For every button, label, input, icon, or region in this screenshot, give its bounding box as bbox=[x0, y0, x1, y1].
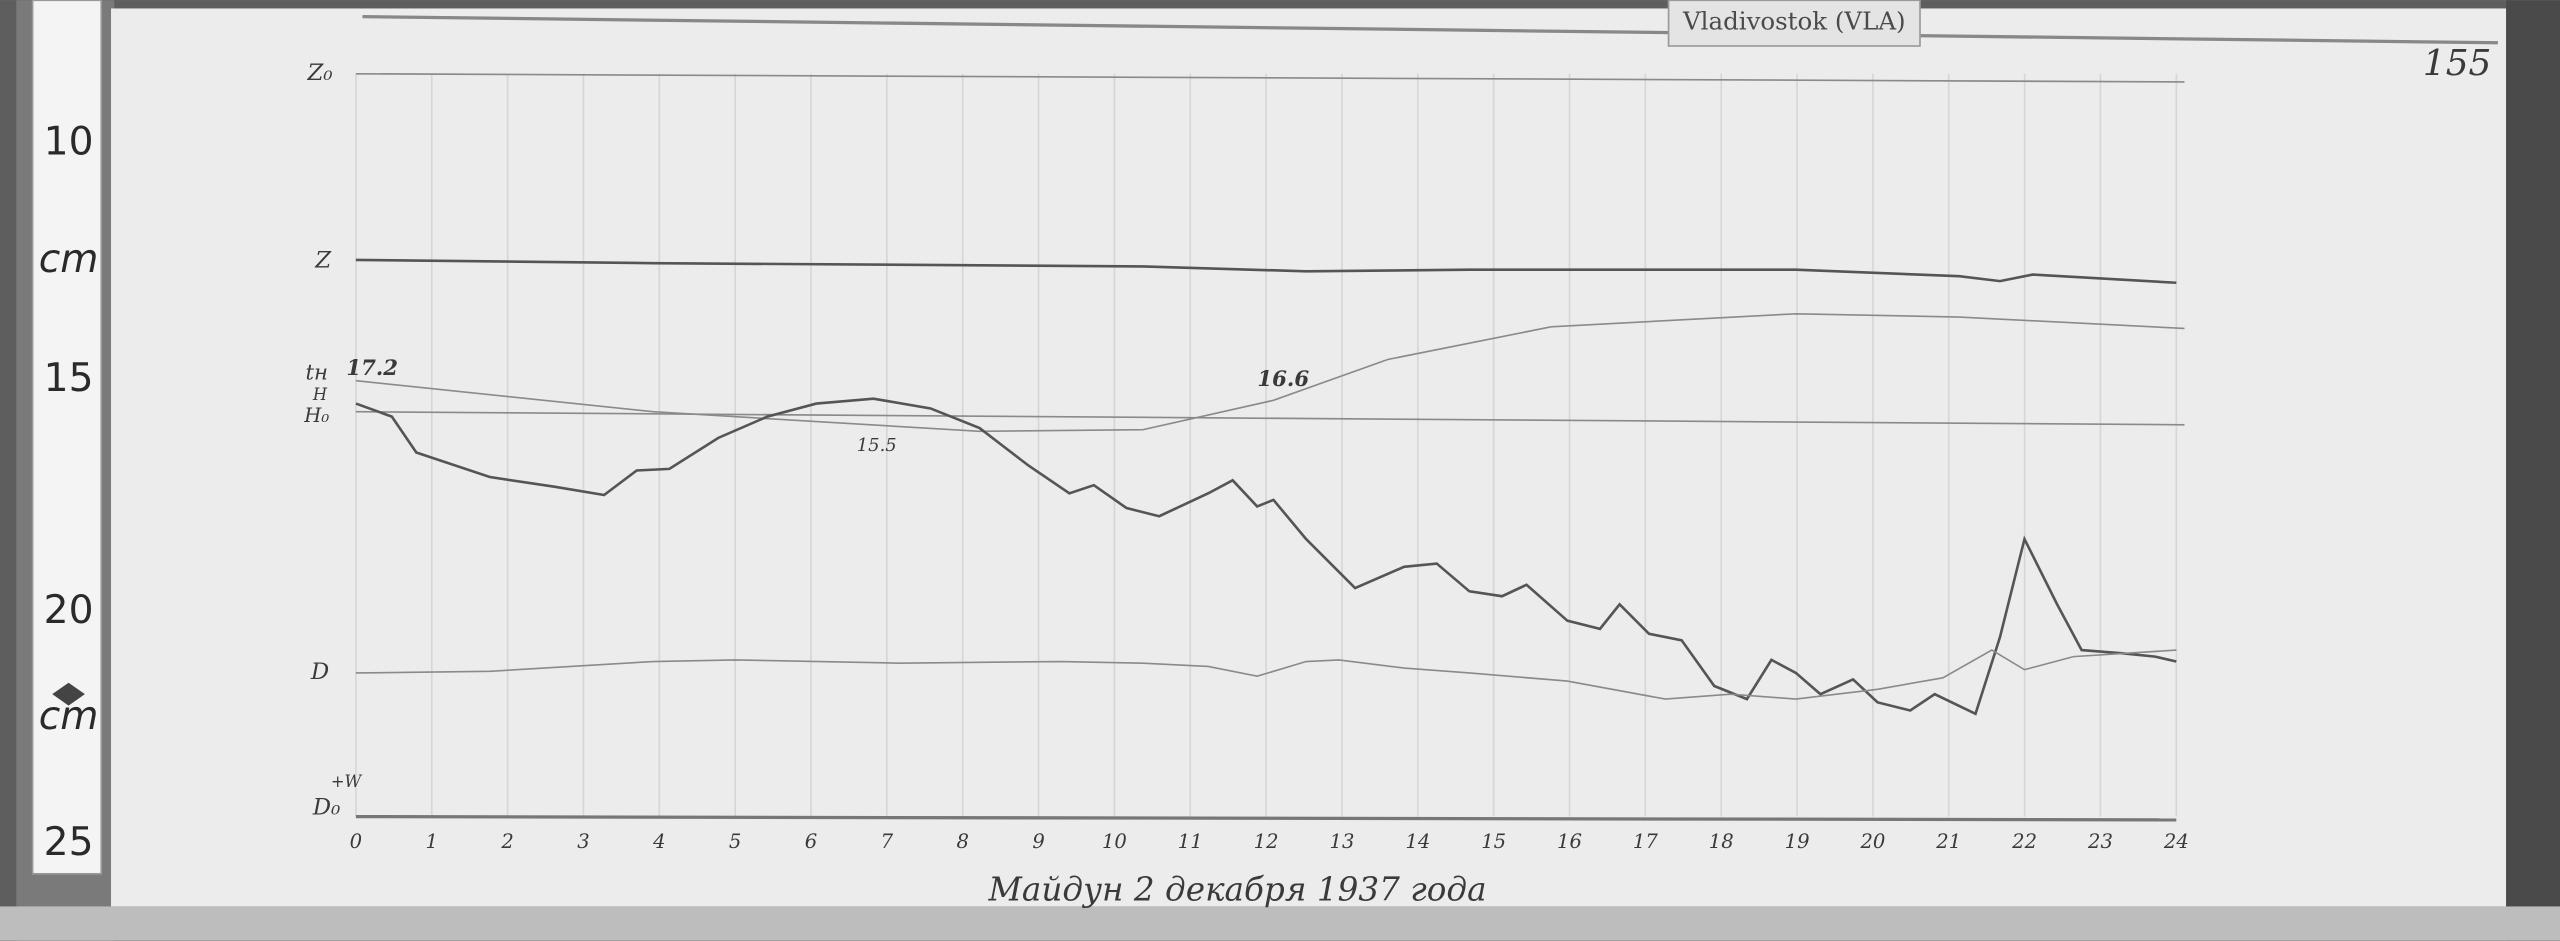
hour-label: 3 bbox=[577, 830, 589, 853]
hour-label: 0 bbox=[350, 830, 362, 853]
hour-label: 8 bbox=[956, 830, 968, 853]
annotation: 15.5 bbox=[857, 435, 897, 456]
trace-label: tн bbox=[305, 361, 328, 386]
hour-label: 4 bbox=[652, 830, 665, 853]
hour-label: 6 bbox=[805, 830, 817, 853]
hour-label: 2 bbox=[500, 830, 513, 853]
hour-label: 11 bbox=[1178, 830, 1203, 853]
hour-label: 12 bbox=[1254, 830, 1279, 853]
trace-label: +W bbox=[331, 772, 363, 791]
hour-grid bbox=[355, 73, 2178, 817]
hour-label: 16 bbox=[1557, 830, 1582, 853]
trace-label: Z bbox=[314, 248, 332, 274]
station-label: Vladivostok (VLA) bbox=[1682, 7, 1906, 36]
hour-label: 23 bbox=[2087, 830, 2113, 853]
ruler-label: 25 bbox=[44, 820, 94, 865]
hour-label: 9 bbox=[1032, 830, 1044, 853]
trace-label: D₀ bbox=[312, 794, 340, 820]
hour-label: 24 bbox=[2163, 830, 2189, 853]
time-baseline bbox=[355, 814, 2177, 822]
hour-label: 17 bbox=[1633, 830, 1658, 853]
hour-label: 1 bbox=[426, 830, 438, 853]
trace-label: H bbox=[312, 385, 328, 404]
sheet-number: 155 bbox=[2423, 43, 2492, 84]
ruler-label: cm bbox=[39, 694, 99, 739]
edge bbox=[2506, 0, 2560, 941]
h-trace bbox=[355, 397, 2177, 716]
trace-label: D bbox=[310, 659, 329, 685]
hour-label: 19 bbox=[1785, 830, 1810, 853]
hour-label: 5 bbox=[729, 830, 741, 853]
top-edge bbox=[362, 14, 2498, 45]
hour-label: 7 bbox=[881, 830, 894, 853]
trace-label: H₀ bbox=[303, 404, 329, 427]
z0-baseline bbox=[355, 72, 2185, 83]
hour-label: 18 bbox=[1709, 830, 1734, 853]
z-trace bbox=[355, 258, 2177, 285]
ruler-label: cm bbox=[39, 237, 99, 282]
annotation: 16.6 bbox=[1257, 367, 1309, 392]
temperature-trace bbox=[355, 312, 2185, 433]
hour-label: 21 bbox=[1935, 830, 1961, 853]
ruler-label: 15 bbox=[44, 356, 94, 401]
d-trace bbox=[355, 649, 2177, 700]
hour-label: 15 bbox=[1481, 830, 1506, 853]
hour-label: 13 bbox=[1330, 830, 1355, 853]
hour-labels: 0 1 2 3 4 5 6 7 8 9 10 11 12 13 14 15 16 17 18 19 20 21 22 23 24 bbox=[350, 830, 2189, 853]
h0-baseline bbox=[355, 410, 2185, 426]
station-label-box bbox=[1667, 0, 1921, 47]
paper bbox=[111, 8, 2507, 907]
hour-label: 22 bbox=[2011, 830, 2037, 853]
ruler-marker bbox=[52, 682, 85, 706]
ruler-label: 20 bbox=[44, 588, 94, 633]
ruler-label: 10 bbox=[44, 119, 94, 164]
trace-label: Z₀ bbox=[306, 60, 332, 86]
caption: Майдун 2 декабря 1937 года bbox=[988, 871, 1487, 909]
annotation: 17.2 bbox=[346, 356, 398, 381]
hour-label: 14 bbox=[1405, 830, 1430, 853]
hour-label: 20 bbox=[1859, 830, 1885, 853]
bottom-strip bbox=[0, 906, 2560, 941]
ruler bbox=[31, 0, 103, 875]
hour-label: 10 bbox=[1102, 830, 1127, 853]
